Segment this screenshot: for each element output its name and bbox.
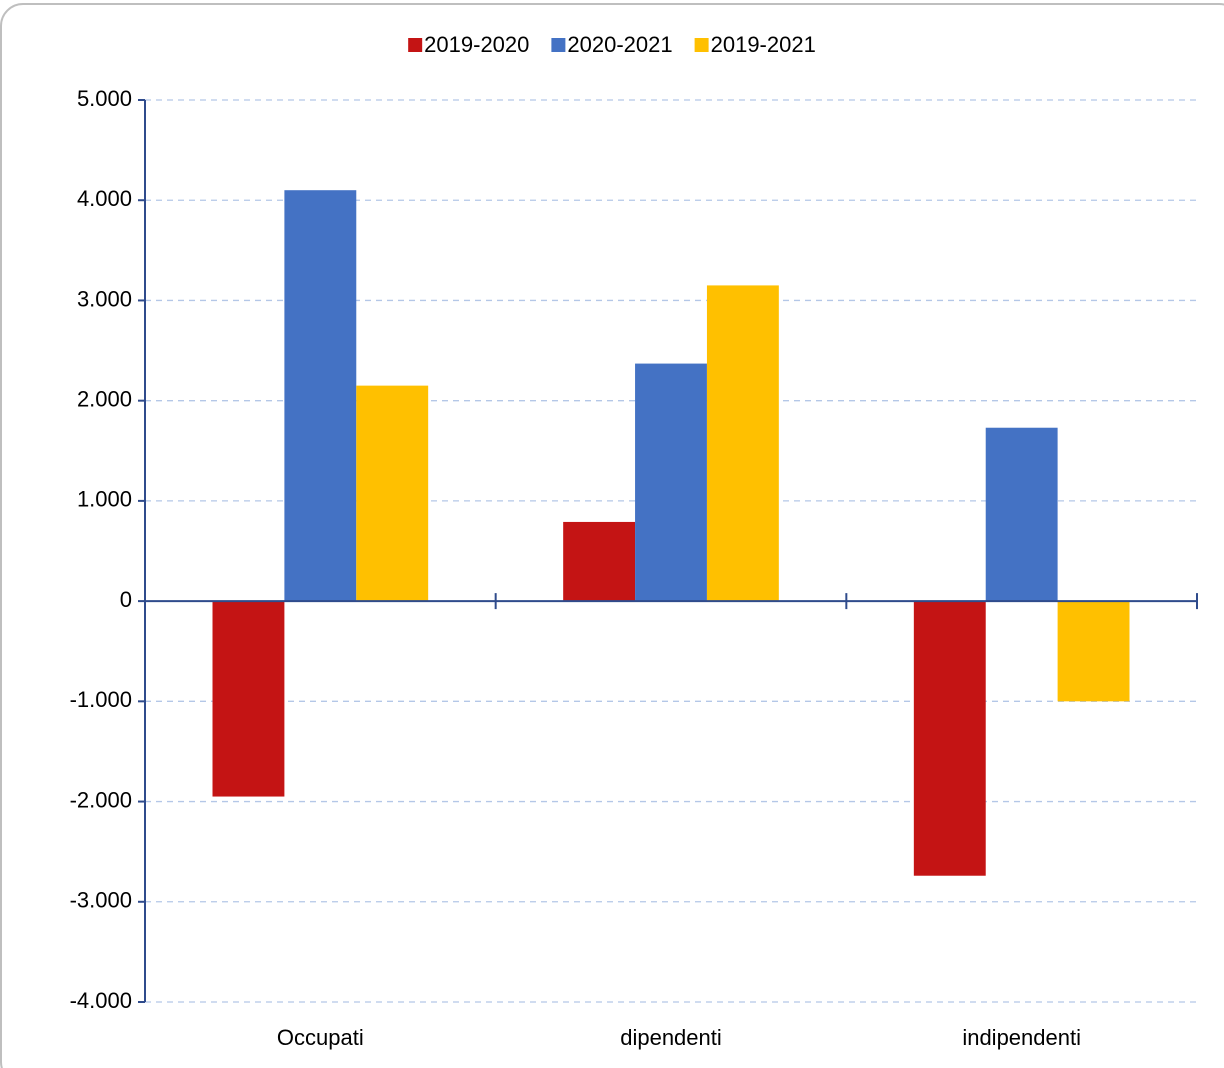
x-tick-label: Occupati <box>277 1025 364 1050</box>
y-tick-label: -3.000 <box>70 888 132 913</box>
x-tick-label: indipendenti <box>962 1025 1081 1050</box>
legend-swatch <box>551 38 566 52</box>
bar <box>356 385 429 602</box>
bar <box>563 521 636 602</box>
y-tick-label: -1.000 <box>70 687 132 712</box>
legend-swatch <box>408 38 423 52</box>
y-tick-label: 1.000 <box>77 487 132 512</box>
bar <box>212 601 285 797</box>
y-tick-label: -4.000 <box>70 988 132 1013</box>
y-tick-label: 4.000 <box>77 186 132 211</box>
y-tick-label: 2.000 <box>77 386 132 411</box>
bar <box>913 601 986 876</box>
y-tick-label: 0 <box>120 587 132 612</box>
bar <box>635 363 707 602</box>
y-tick-label: 3.000 <box>77 286 132 311</box>
legend-label: 2019-2020 <box>424 32 529 57</box>
legend-label: 2019-2021 <box>711 32 816 57</box>
bar <box>706 285 779 602</box>
y-tick-label: 5.000 <box>77 86 132 111</box>
x-tick-label: dipendenti <box>620 1025 722 1050</box>
bar <box>284 190 357 602</box>
legend-label: 2020-2021 <box>567 32 672 57</box>
y-tick-label: -2.000 <box>70 787 132 812</box>
bar <box>985 427 1058 602</box>
bar <box>1057 601 1130 702</box>
legend-swatch <box>694 38 709 52</box>
